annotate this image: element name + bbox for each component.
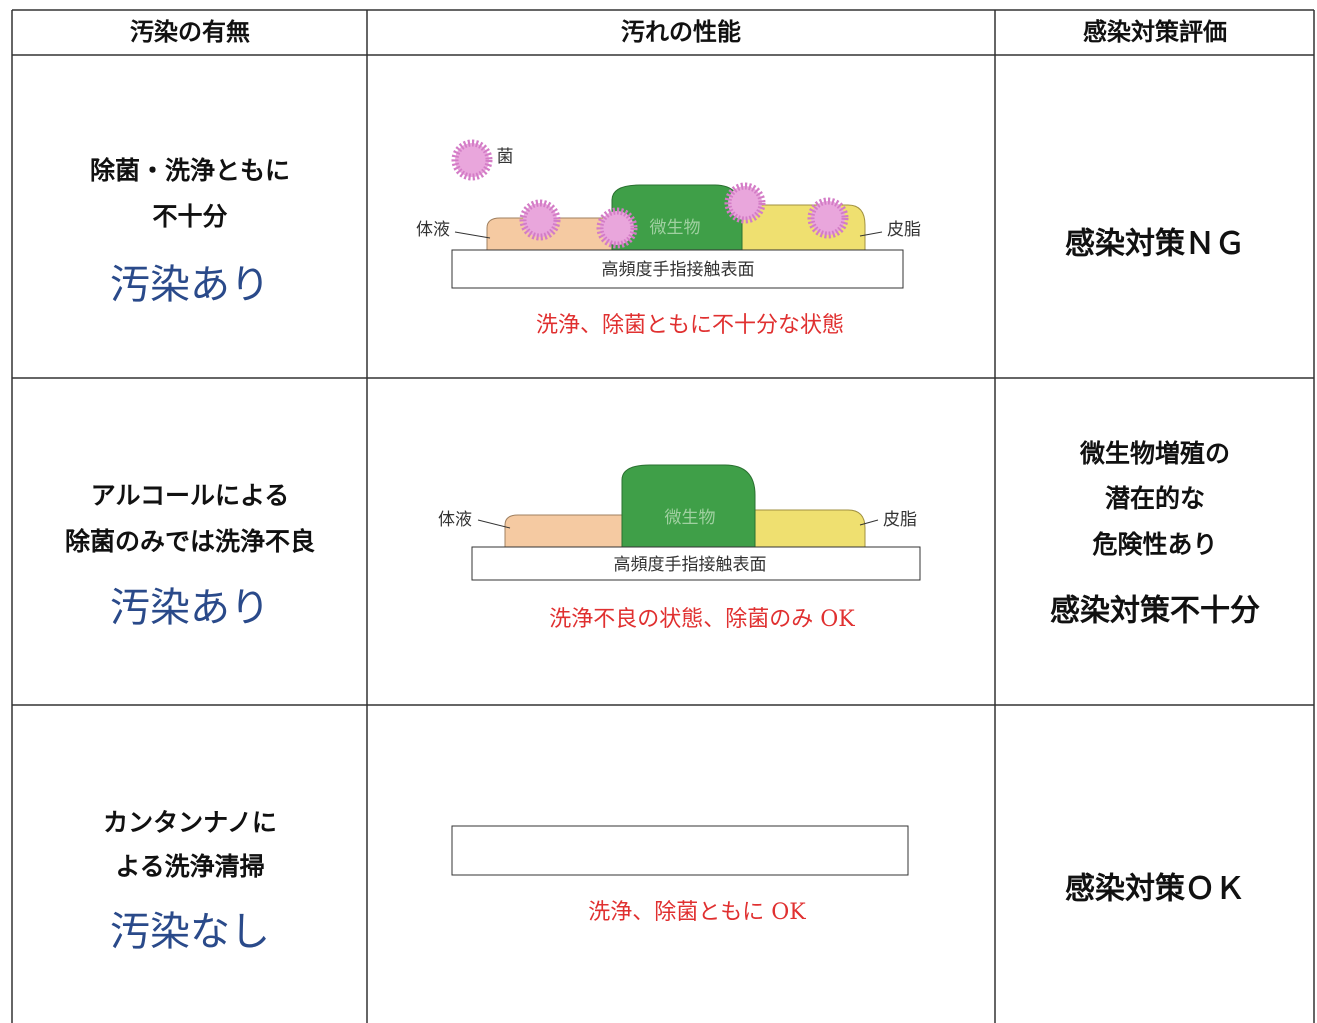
diagram (471, 464, 921, 581)
evaluation-line: 危険性あり (1092, 530, 1217, 559)
diagram-label: 高頻度手指接触表面 (614, 555, 767, 575)
status-line: 除菌・洗浄ともに (90, 156, 290, 185)
diagram-label: 菌 (497, 147, 514, 167)
diagram-label: 微生物 (665, 508, 716, 528)
status-verdict: 汚染なし (110, 909, 270, 955)
column-header: 汚染の有無 (130, 18, 250, 46)
table-grid (11, 9, 1315, 1023)
status-line: カンタンナノに (103, 808, 277, 837)
status-verdict: 汚染あり (110, 585, 270, 631)
diagram-caption: 洗浄、除菌ともに不十分な状態 (536, 313, 844, 338)
diagram-label: 皮脂 (883, 510, 917, 530)
diagram-label: 高頻度手指接触表面 (602, 260, 755, 280)
diagram-label: 体液 (416, 220, 450, 240)
evaluation-verdict: 感染対策ＮＧ (1065, 227, 1245, 262)
evaluation-verdict: 感染対策ＯＫ (1065, 872, 1245, 907)
diagram (451, 139, 904, 289)
diagram-surface (451, 825, 909, 876)
diagram-label: 微生物 (650, 218, 701, 238)
diagram-caption: 洗浄不良の状態、除菌のみ OK (549, 607, 855, 632)
status-line: アルコールによる (91, 481, 290, 510)
evaluation-line: 微生物増殖の (1079, 439, 1230, 468)
evaluation-line: 潜在的な (1105, 484, 1205, 513)
evaluation-verdict: 感染対策不十分 (1050, 594, 1260, 629)
status-line: 除菌のみでは洗浄不良 (65, 527, 315, 556)
status-line: 不十分 (152, 202, 227, 231)
status-verdict: 汚染あり (110, 262, 270, 308)
diagram-label: 皮脂 (887, 220, 921, 240)
diagram-caption: 洗浄、除菌ともに OK (588, 900, 806, 925)
column-header: 汚れの性能 (621, 18, 741, 46)
diagram-label: 体液 (438, 510, 472, 530)
column-header: 感染対策評価 (1083, 18, 1227, 46)
status-line: よる洗浄清掃 (115, 852, 264, 881)
